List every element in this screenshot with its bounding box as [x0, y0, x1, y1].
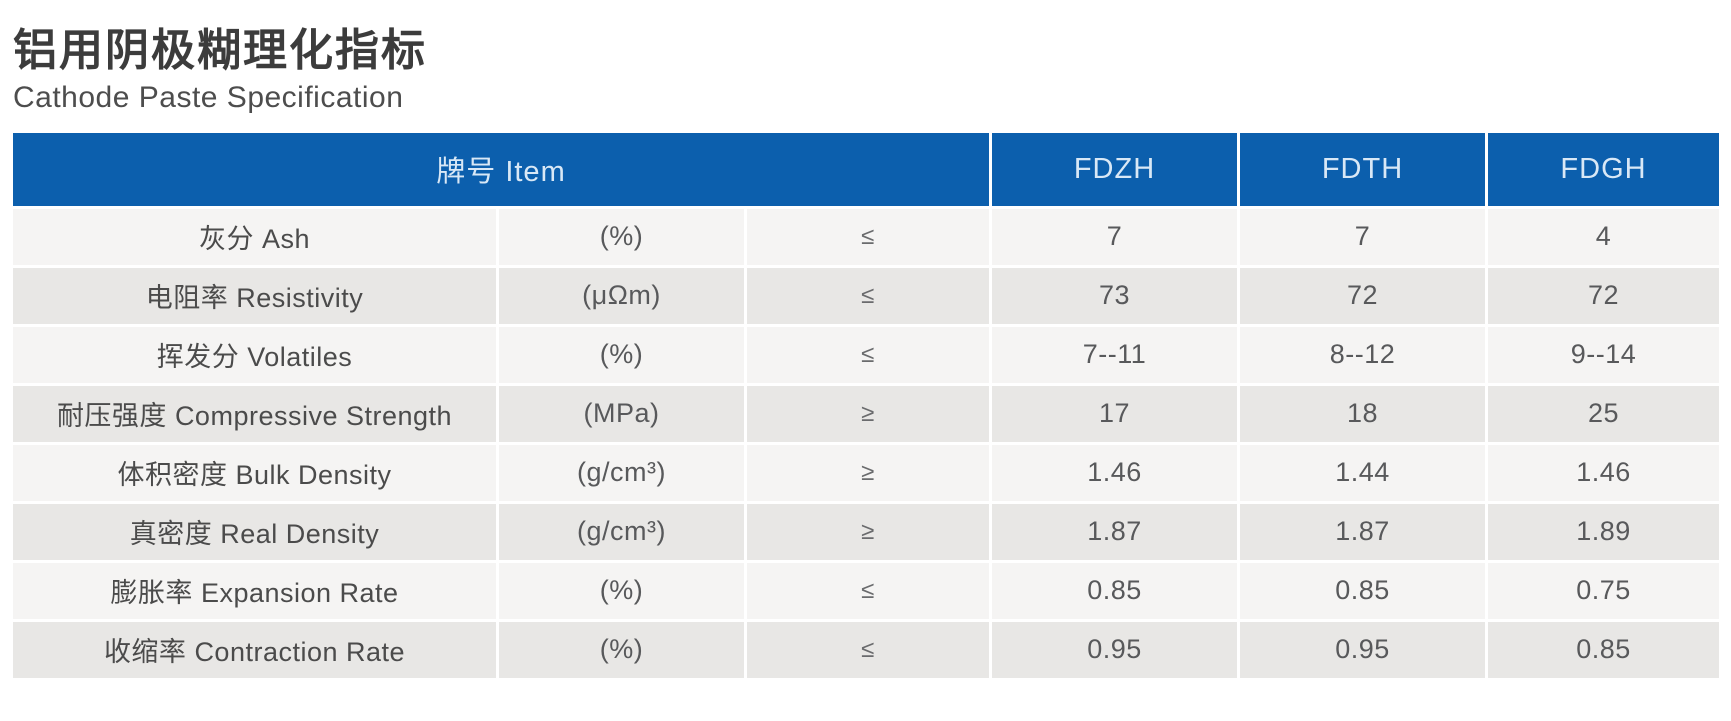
row-value-fdth: 1.44 [1237, 444, 1485, 501]
row-name: 膨胀率 Expansion Rate [13, 562, 496, 619]
row-value-fdzh: 73 [989, 267, 1237, 324]
row-unit: (%) [496, 562, 744, 619]
row-comparator: ≤ [744, 621, 989, 678]
row-value-fdth: 1.87 [1237, 503, 1485, 560]
row-value-fdth: 8--12 [1237, 326, 1485, 383]
row-name: 耐压强度 Compressive Strength [13, 385, 496, 442]
row-value-fdgh: 4 [1485, 208, 1719, 265]
row-unit: (%) [496, 208, 744, 265]
row-name: 真密度 Real Density [13, 503, 496, 560]
row-name: 收缩率 Contraction Rate [13, 621, 496, 678]
row-value-fdzh: 17 [989, 385, 1237, 442]
page-title: 铝用阴极糊理化指标 [13, 26, 427, 75]
row-value-fdgh: 9--14 [1485, 326, 1719, 383]
row-value-fdth: 72 [1237, 267, 1485, 324]
table-header-col-fdgh: FDGH [1485, 132, 1719, 206]
row-unit: (%) [496, 621, 744, 678]
page-subtitle: Cathode Paste Specification [13, 80, 404, 114]
row-value-fdzh: 7 [989, 208, 1237, 265]
row-value-fdgh: 25 [1485, 385, 1719, 442]
row-value-fdth: 18 [1237, 385, 1485, 442]
row-value-fdgh: 1.46 [1485, 444, 1719, 501]
row-comparator: ≥ [744, 385, 989, 442]
row-comparator: ≥ [744, 444, 989, 501]
row-value-fdgh: 72 [1485, 267, 1719, 324]
row-value-fdzh: 1.46 [989, 444, 1237, 501]
row-comparator: ≤ [744, 267, 989, 324]
row-unit: (MPa) [496, 385, 744, 442]
row-comparator: ≥ [744, 503, 989, 560]
row-comparator: ≤ [744, 326, 989, 383]
row-name: 体积密度 Bulk Density [13, 444, 496, 501]
row-value-fdzh: 1.87 [989, 503, 1237, 560]
row-unit: (g/cm³) [496, 444, 744, 501]
row-unit: (μΩm) [496, 267, 744, 324]
row-value-fdzh: 0.85 [989, 562, 1237, 619]
row-value-fdgh: 0.75 [1485, 562, 1719, 619]
row-unit: (g/cm³) [496, 503, 744, 560]
table-header-item: 牌号 Item [13, 132, 989, 206]
row-comparator: ≤ [744, 562, 989, 619]
row-value-fdzh: 0.95 [989, 621, 1237, 678]
row-name: 挥发分 Volatiles [13, 326, 496, 383]
row-name: 电阻率 Resistivity [13, 267, 496, 324]
specification-table: 牌号 Item FDZH FDTH FDGH 灰分 Ash (%) ≤ 7 7 … [13, 132, 1719, 678]
table-header-col-fdzh: FDZH [989, 132, 1237, 206]
row-value-fdth: 7 [1237, 208, 1485, 265]
row-name: 灰分 Ash [13, 208, 496, 265]
row-comparator: ≤ [744, 208, 989, 265]
row-value-fdth: 0.85 [1237, 562, 1485, 619]
row-value-fdzh: 7--11 [989, 326, 1237, 383]
row-value-fdgh: 0.85 [1485, 621, 1719, 678]
table-header-col-fdth: FDTH [1237, 132, 1485, 206]
row-value-fdth: 0.95 [1237, 621, 1485, 678]
row-value-fdgh: 1.89 [1485, 503, 1719, 560]
row-unit: (%) [496, 326, 744, 383]
